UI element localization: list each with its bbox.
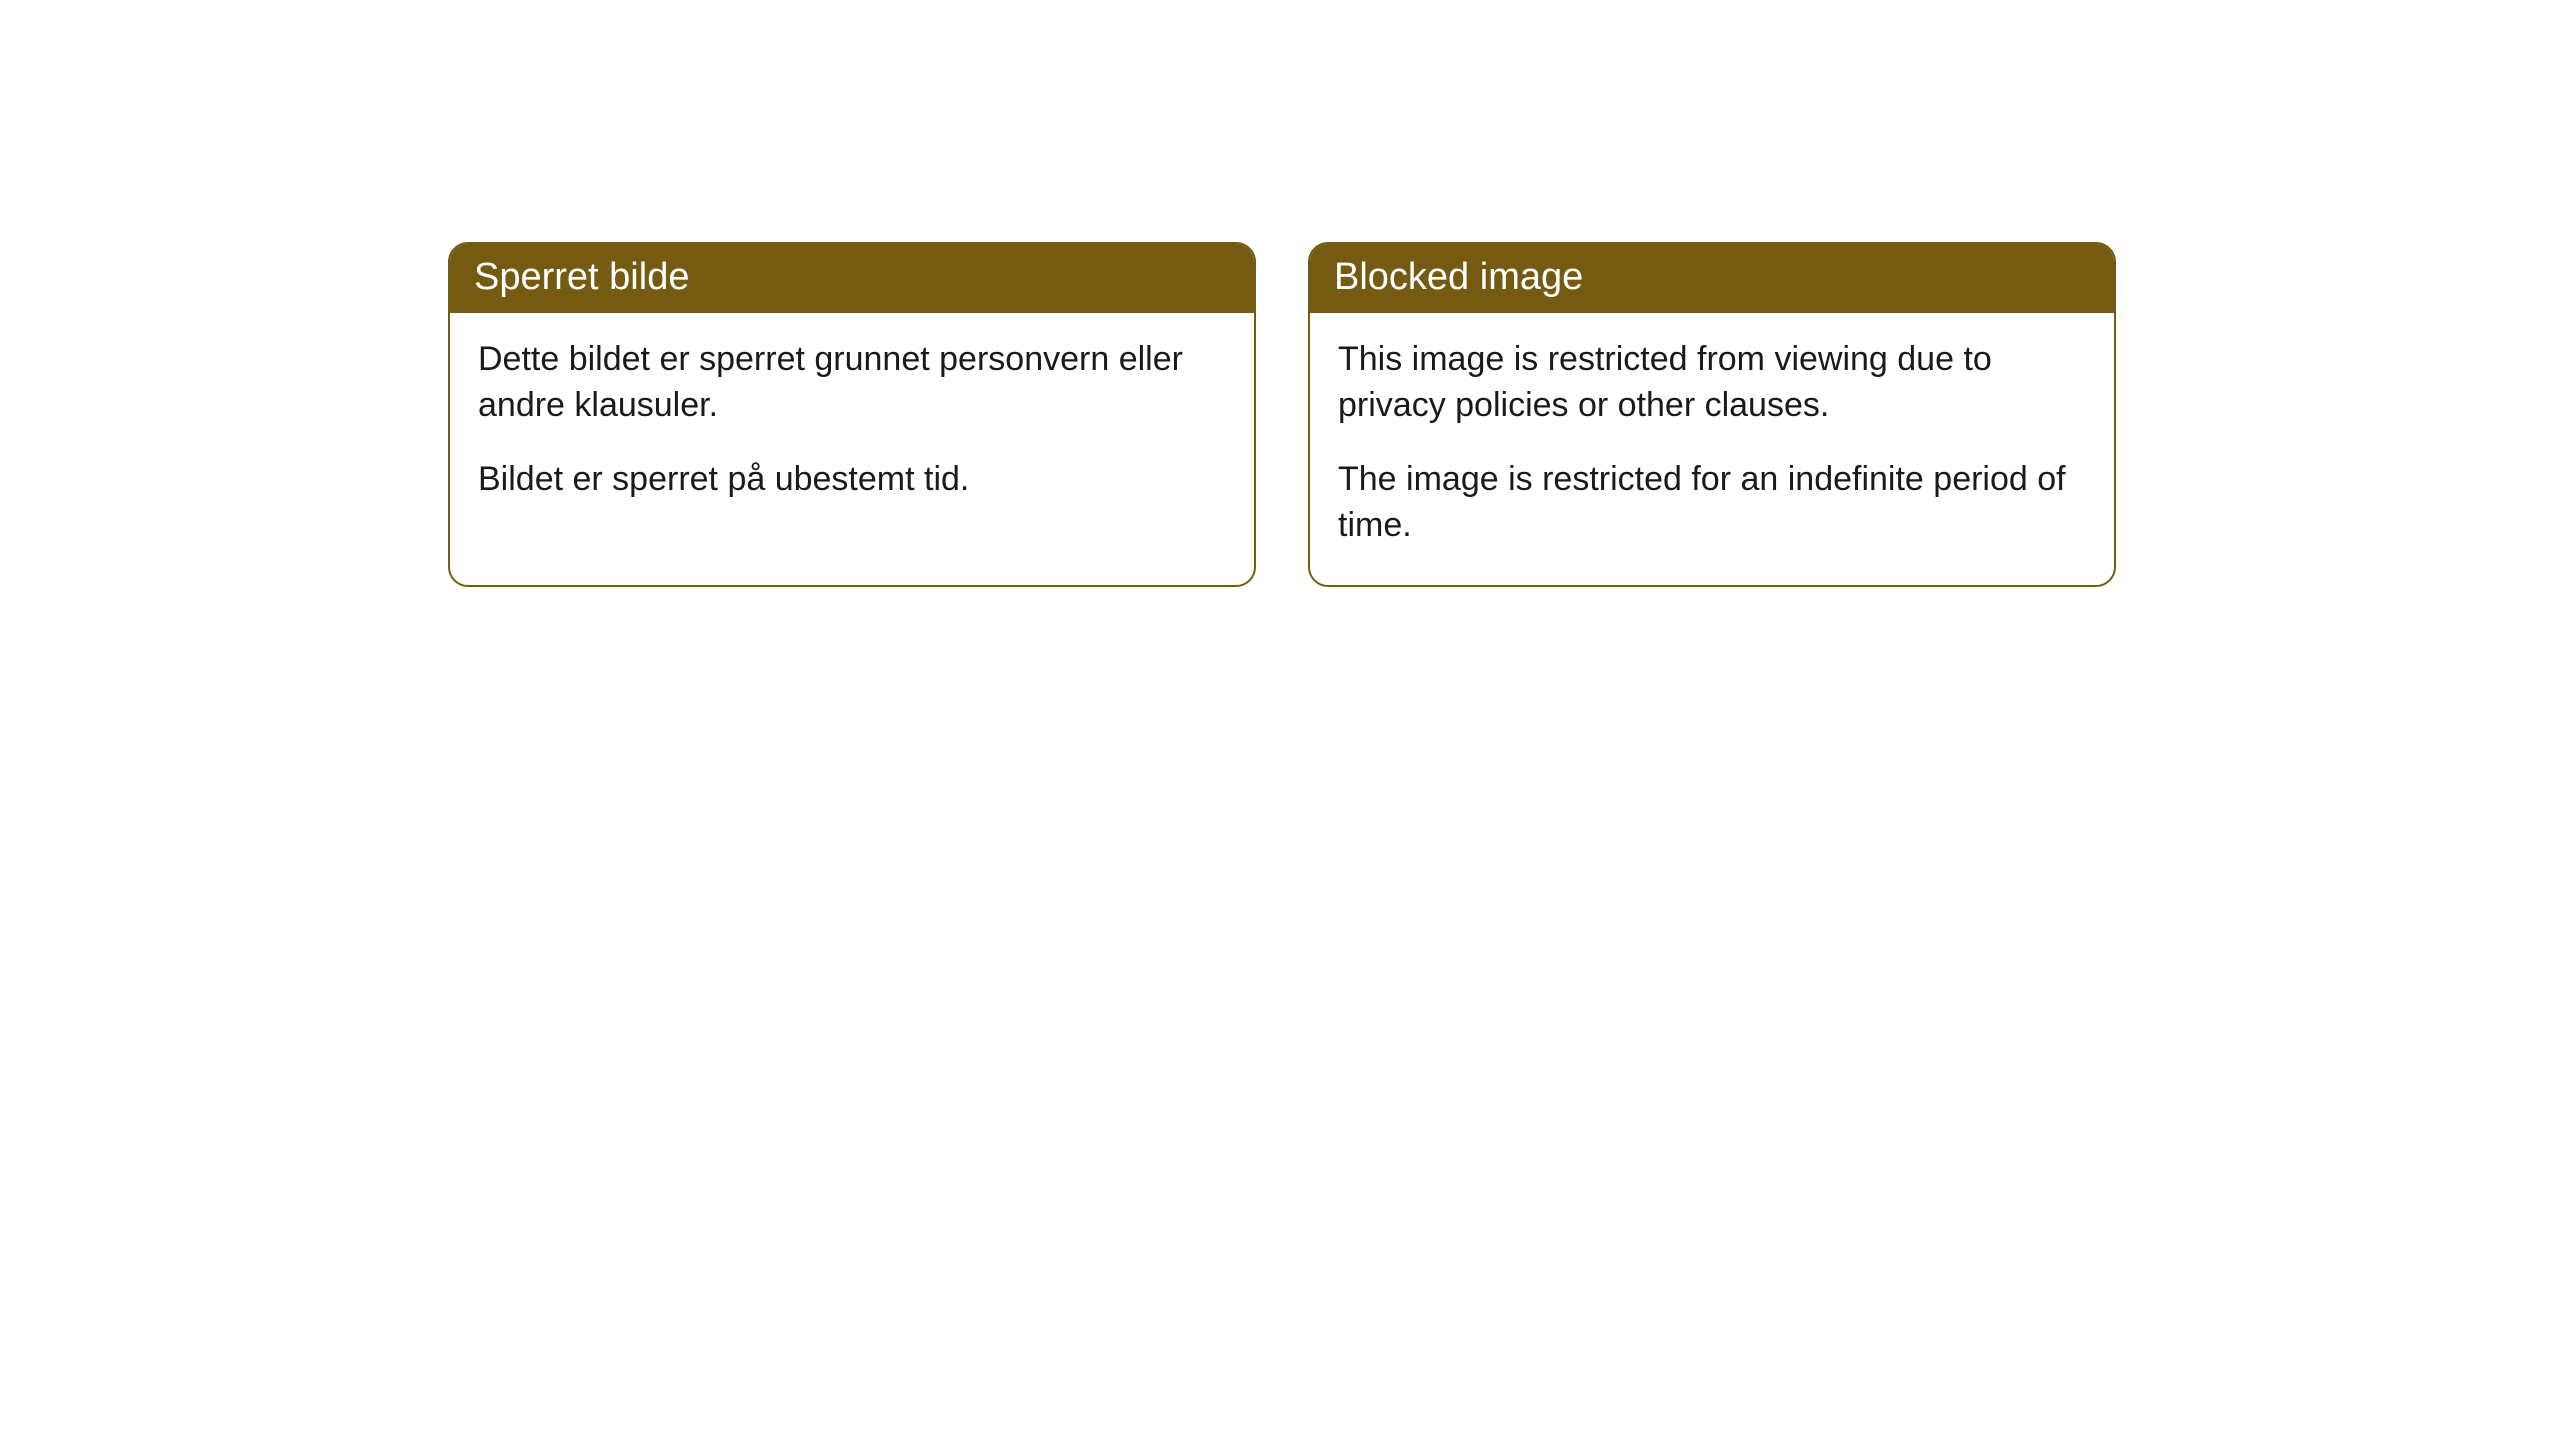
card-header: Blocked image xyxy=(1310,244,2114,313)
card-paragraph: Bildet er sperret på ubestemt tid. xyxy=(478,457,1226,503)
card-body: Dette bildet er sperret grunnet personve… xyxy=(450,313,1254,539)
blocked-image-card-norwegian: Sperret bilde Dette bildet er sperret gr… xyxy=(448,242,1256,587)
card-paragraph: This image is restricted from viewing du… xyxy=(1338,337,2086,429)
notice-cards-container: Sperret bilde Dette bildet er sperret gr… xyxy=(0,0,2560,587)
card-title: Sperret bilde xyxy=(474,256,689,298)
card-paragraph: Dette bildet er sperret grunnet personve… xyxy=(478,337,1226,429)
blocked-image-card-english: Blocked image This image is restricted f… xyxy=(1308,242,2116,587)
card-paragraph: The image is restricted for an indefinit… xyxy=(1338,457,2086,549)
card-header: Sperret bilde xyxy=(450,244,1254,313)
card-body: This image is restricted from viewing du… xyxy=(1310,313,2114,585)
card-title: Blocked image xyxy=(1334,256,1583,298)
